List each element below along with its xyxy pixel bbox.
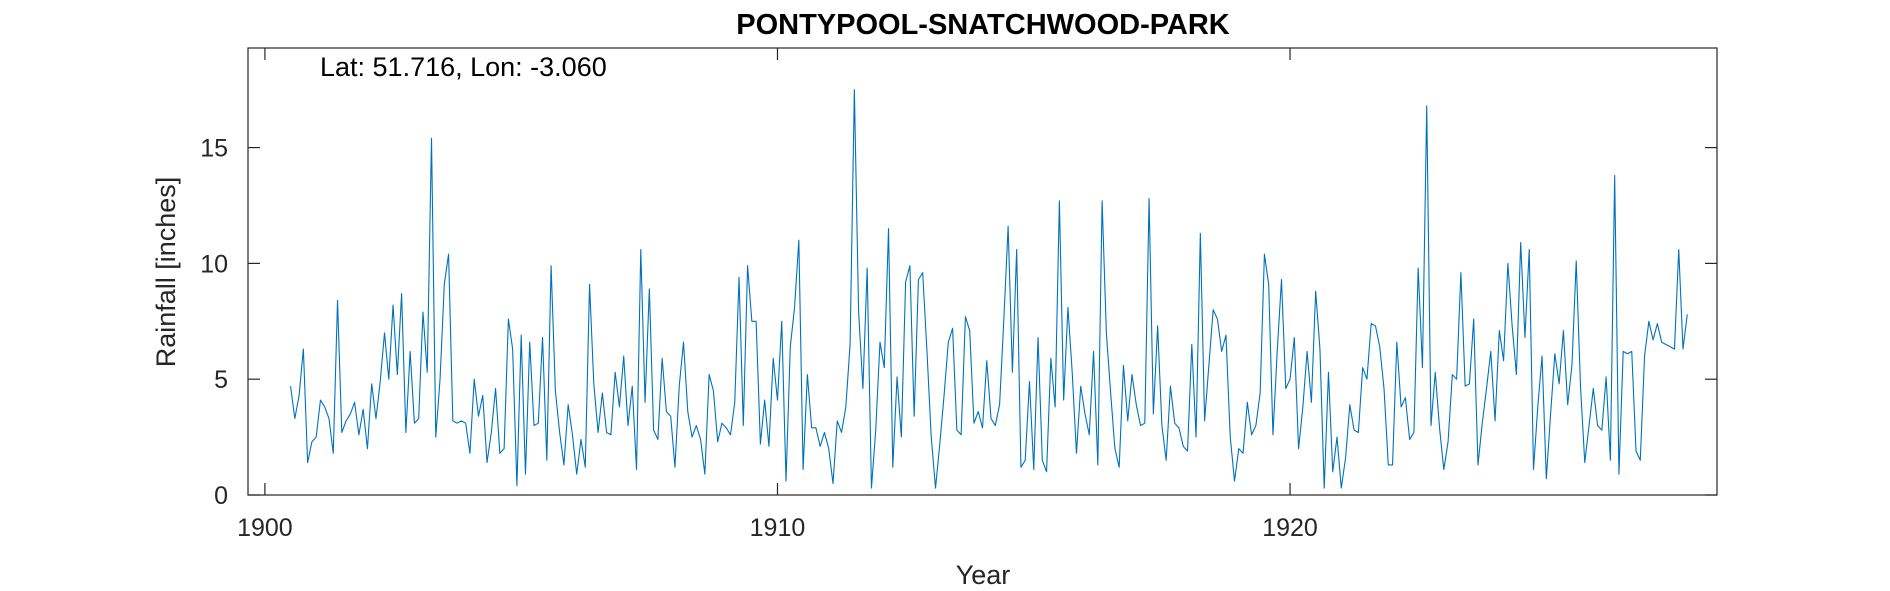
series-layer xyxy=(289,89,1688,489)
chart-title: PONTYPOOL-SNATCHWOOD-PARK xyxy=(736,9,1230,41)
rainfall-series-line xyxy=(289,89,1688,489)
plot-box xyxy=(247,47,1718,496)
y-tick-label: 15 xyxy=(200,135,228,163)
y-axis-label: Rainfall [inches] xyxy=(151,177,181,368)
y-tick-label: 0 xyxy=(214,482,228,510)
x-tick-label: 1910 xyxy=(750,514,806,542)
location-annotation: Lat: 51.716, Lon: -3.060 xyxy=(320,52,607,82)
axis-ticks: 1900 1910 1920 0 5 10 15 xyxy=(200,48,1717,542)
y-tick-label: 10 xyxy=(200,250,228,278)
x-tick-label: 1920 xyxy=(1262,514,1318,542)
x-tick-label: 1900 xyxy=(237,514,293,542)
plot-axes xyxy=(247,47,1718,496)
x-axis-label: Year xyxy=(956,560,1011,590)
y-tick-label: 5 xyxy=(214,366,228,394)
